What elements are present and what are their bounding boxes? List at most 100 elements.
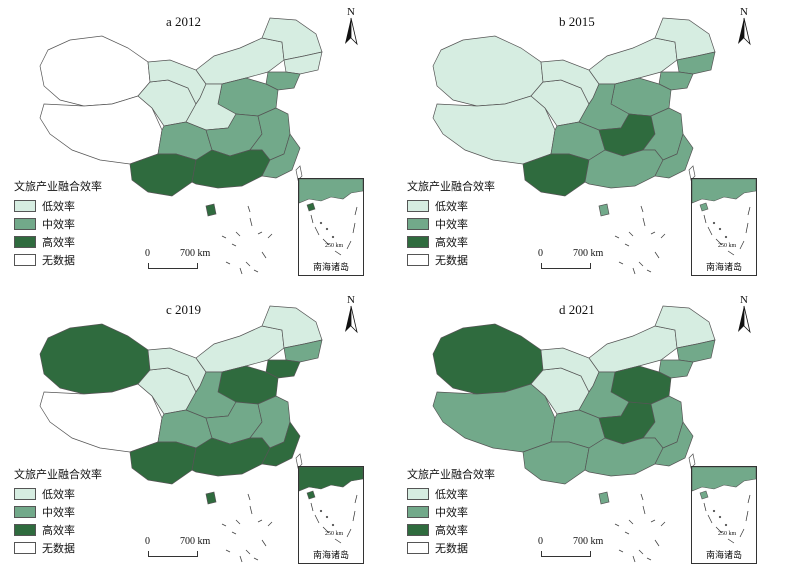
region-tibet [432, 95, 556, 165]
island-mark [618, 261, 624, 265]
legend-item-mid: 中效率 [407, 216, 495, 232]
island-mark [614, 235, 620, 239]
island-mark [245, 261, 251, 267]
region-southeast [261, 421, 301, 467]
scale-distance: 700 km [180, 248, 211, 259]
legend-items: 低效率中效率高效率无数据 [14, 486, 102, 556]
legend-label-mid: 中效率 [435, 506, 468, 519]
legend-label-nodata: 无数据 [435, 254, 468, 267]
legend-swatch-nodata [407, 254, 429, 266]
island-mark [257, 519, 263, 523]
legend-items: 低效率 中效率 高效率 无数据 [407, 486, 495, 556]
legend: 文旅产业融合效率 低效率 中效率 高效率 无数据 [407, 178, 495, 270]
island-mark [650, 519, 656, 523]
scale-bar: 0 700 km [529, 248, 609, 269]
scale-distance: 700 km [573, 536, 604, 547]
legend-title: 文旅产业融合效率 [14, 468, 102, 481]
island-mark [221, 523, 227, 527]
inset-label: 南海诸岛 [312, 263, 349, 273]
island-mark [231, 531, 237, 535]
legend-swatch-low [407, 488, 429, 500]
region-taiwan [295, 165, 303, 181]
island-mark [253, 557, 259, 561]
north-arrow: N [729, 294, 759, 340]
region-southwest [522, 153, 590, 197]
legend-swatch-nodata [407, 542, 429, 554]
legend-item-low: 低效率 [407, 486, 495, 502]
island-mark [253, 269, 259, 273]
map-title: c 2019 [166, 302, 202, 317]
legend-swatch-high [407, 524, 429, 536]
region-xinjiang [39, 35, 151, 107]
north-label: N [740, 6, 748, 18]
legend-swatch-high [407, 236, 429, 248]
legend-item-nodata: 无数据 [14, 540, 102, 556]
legend-label-nodata: 无数据 [42, 254, 75, 267]
region-xinjiang [432, 323, 544, 395]
region-tibet [432, 383, 556, 453]
region-south [191, 437, 271, 477]
china-map [432, 305, 716, 563]
island-mark [267, 521, 273, 527]
legend-swatch-low [14, 488, 36, 500]
island-mark [640, 493, 644, 501]
legend-item-nodata: 无数据 [407, 252, 495, 268]
region-taiwan [688, 165, 696, 181]
north-label: N [740, 294, 748, 306]
island-mark [225, 261, 231, 265]
legend-label-low: 低效率 [42, 488, 75, 501]
island-mark [249, 217, 253, 227]
scale-bar: 0 700 km [136, 536, 216, 557]
island-mark [247, 493, 251, 501]
legend-label-high: 高效率 [435, 236, 468, 249]
island-mark [646, 269, 652, 273]
legend: 文旅产业融合效率 低效率 中效率 高效率 无数据 [407, 466, 495, 558]
north-label: N [347, 294, 355, 306]
legend-label-mid: 中效率 [42, 506, 75, 519]
legend-label-mid: 中效率 [42, 218, 75, 231]
region-xinjiang [432, 35, 544, 107]
scale-line [541, 263, 591, 269]
legend-title: 文旅产业融合效率 [407, 180, 495, 193]
map-title: d 2021 [559, 302, 595, 317]
region-southeast [654, 421, 694, 467]
scale-zero: 0 [538, 248, 543, 259]
island-mark [245, 549, 251, 555]
south-china-sea-inset: 250 km 南海诸岛 [298, 178, 364, 276]
island-mark [239, 267, 243, 275]
inset-scale: 250 km [325, 531, 344, 537]
legend-item-mid: 中效率 [407, 504, 495, 520]
legend-item-high: 高效率 [407, 522, 495, 538]
inset-scale: 250 km [718, 531, 737, 537]
inset-map [299, 179, 363, 256]
region-tibet [39, 383, 163, 453]
north-arrow-icon [345, 17, 358, 46]
region-hainan [205, 203, 217, 217]
map-panel-4: d 2021 N 文旅产业融合效率 低效率 中效率 高效率 无数据 0 700 km [393, 288, 786, 576]
legend-label-high: 高效率 [42, 524, 75, 537]
map-title: b 2015 [559, 14, 595, 29]
island-mark [235, 231, 241, 237]
region-southeast [261, 133, 301, 179]
china-map [39, 17, 323, 275]
legend-title: 文旅产业融合效率 [407, 468, 495, 481]
island-mark [660, 521, 666, 527]
north-arrow-icon [738, 305, 751, 334]
scale-distance: 700 km [573, 248, 604, 259]
island-mark [650, 231, 656, 235]
legend-items: 低效率 中效率 高效率 无数据 [407, 198, 495, 268]
island-mark [654, 539, 660, 547]
island-mark [225, 549, 231, 553]
legend-item-low: 低效率 [14, 198, 102, 214]
scale-zero: 0 [538, 536, 543, 547]
island-mark [624, 243, 630, 247]
island-mark [247, 205, 251, 213]
scale-line [148, 263, 198, 269]
island-mark [638, 549, 644, 555]
region-taiwan [295, 453, 303, 469]
south-china-sea-inset: 250 km 南海诸岛 [691, 466, 757, 564]
island-mark [624, 531, 630, 535]
island-mark [261, 251, 267, 259]
scale-distance: 700 km [180, 536, 211, 547]
north-arrow-icon [345, 305, 358, 334]
